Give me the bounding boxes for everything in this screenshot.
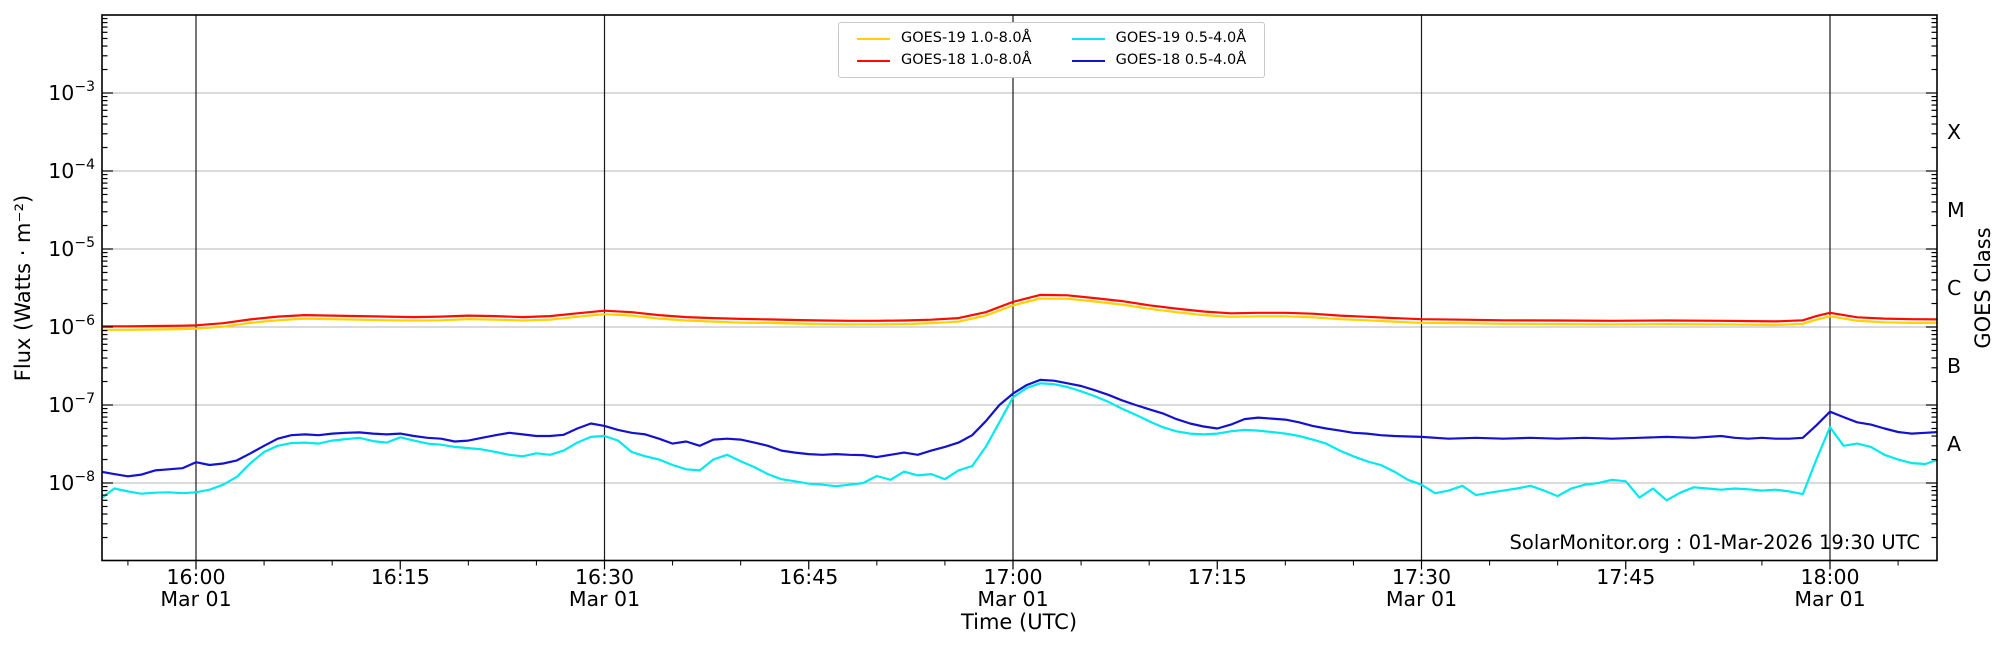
legend-label: GOES-19 1.0-8.0Å (901, 30, 1032, 46)
legend-label: GOES-18 0.5-4.0Å (1115, 51, 1247, 68)
x-tick-date-label: Mar 01 (569, 587, 640, 611)
legend: GOES-19 1.0-8.0Å GOES-18 1.0-8.0Å GOES-19 … (838, 22, 1266, 78)
y-tick-label: 10−4 (48, 157, 95, 183)
y-tick-label: 10−8 (48, 469, 95, 495)
series-line-goes18-short (102, 378, 1937, 478)
x-axis-title: Time (UTC) (960, 610, 1077, 634)
legend-swatch-goes19-long (857, 37, 890, 41)
x-tick-label: 17:00 (983, 565, 1042, 589)
legend-label: GOES-19 0.5-4.0Å (1115, 30, 1247, 46)
y-axis-title-right: GOES Class (1971, 227, 1995, 348)
goes-class-label-C: C (1947, 276, 1961, 300)
x-tick-label: 17:45 (1596, 565, 1655, 589)
x-tick-label: 18:00 (1800, 565, 1859, 589)
goes-class-label-X: X (1947, 120, 1961, 144)
plot-border (101, 14, 1938, 562)
legend-label: GOES-18 1.0-8.0Å (901, 51, 1032, 68)
goes-class-letters: X M C B A (1947, 120, 1965, 456)
y-tick-label: 10−3 (48, 79, 95, 105)
y-tick-label: 10−5 (48, 235, 95, 261)
gridlines (102, 92, 1937, 484)
legend-swatch-goes18-short (1071, 59, 1105, 63)
legend-swatch-goes18-long (857, 59, 890, 63)
x-tick-date-label: Mar 01 (1386, 587, 1457, 611)
time-marker-lines (195, 15, 1831, 561)
series-line-goes19-short (102, 382, 1937, 502)
y-tick-label: 10−6 (48, 313, 95, 339)
source-annotation: SolarMonitor.org : 01-Mar-2026 19:30 UTC (1510, 531, 1920, 554)
x-tick-label: 16:45 (779, 565, 838, 589)
flux-series-lines (102, 293, 1937, 502)
y-axis-title-left: Flux (Watts · m⁻²) (11, 195, 35, 381)
x-tick-date-label: Mar 01 (160, 587, 231, 611)
x-tick-label: 17:30 (1392, 565, 1451, 589)
x-tick-label: 16:00 (166, 565, 225, 589)
series-line-goes18-long (102, 293, 1937, 328)
legend-swatch-goes19-short (1071, 37, 1105, 41)
goes-class-label-B: B (1947, 354, 1961, 378)
legend-item-goes18-long: GOES-18 1.0-8.0Å (857, 51, 1032, 69)
axis-ticks (102, 17, 1937, 570)
x-tick-date-label: Mar 01 (977, 587, 1048, 611)
y-tick-labels: 10−3 10−4 10−5 10−6 10−7 10−8 (48, 79, 95, 495)
x-tick-label: 16:15 (371, 565, 430, 589)
legend-item-goes19-long: GOES-19 1.0-8.0Å (857, 30, 1032, 47)
legend-item-goes18-short: GOES-18 0.5-4.0Å (1071, 51, 1247, 69)
series-line-goes19-long (102, 297, 1937, 331)
legend-item-goes19-short: GOES-19 0.5-4.0Å (1071, 30, 1247, 47)
x-tick-label: 17:15 (1188, 565, 1247, 589)
x-tick-label: 16:30 (575, 565, 634, 589)
x-tick-date-label: Mar 01 (1794, 587, 1865, 611)
y-tick-label: 10−7 (48, 391, 95, 417)
goes-class-label-A: A (1947, 432, 1961, 456)
goes-class-label-M: M (1947, 198, 1965, 222)
